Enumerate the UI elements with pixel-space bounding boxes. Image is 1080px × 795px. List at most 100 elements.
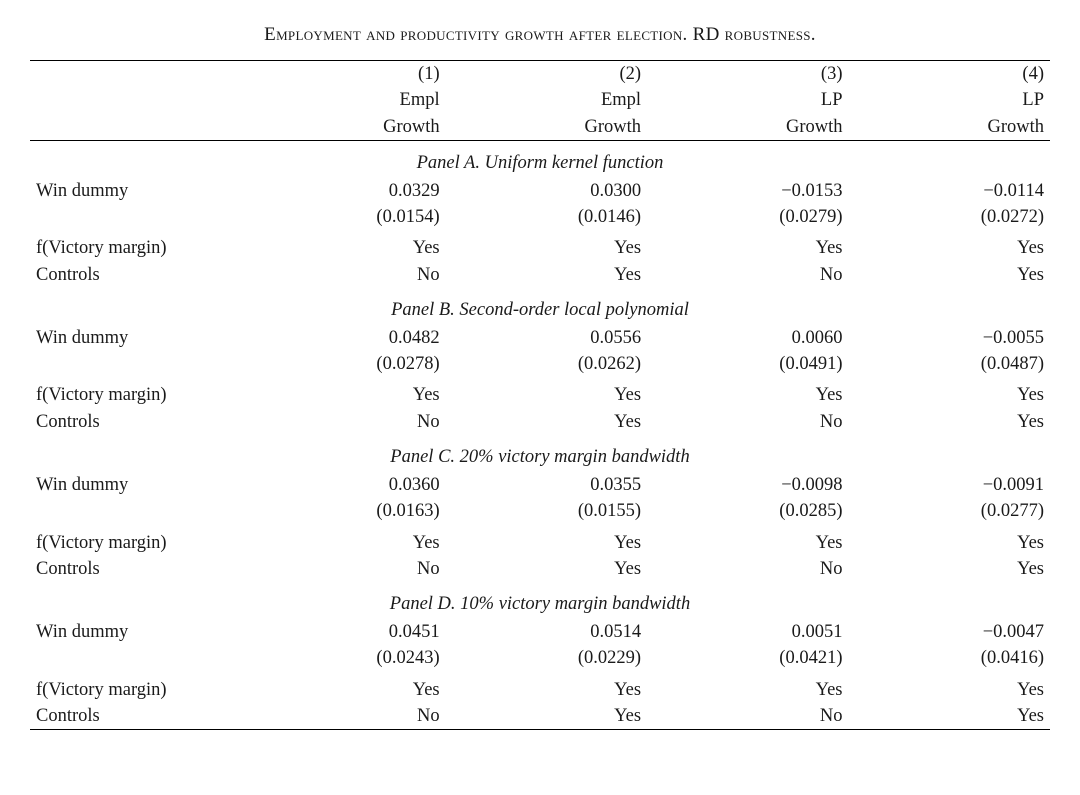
coef-cell: 0.0360 <box>244 472 445 498</box>
win-dummy-coef-row: Win dummy0.04510.05140.0051−0.0047 <box>30 619 1050 645</box>
row-label-fvm: f(Victory margin) <box>30 377 244 408</box>
coef-cell: −0.0091 <box>849 472 1051 498</box>
col-l1-3: LP <box>647 87 848 113</box>
coef-cell: −0.0153 <box>647 178 848 204</box>
col-l2-1: Growth <box>244 114 445 141</box>
row-label-controls: Controls <box>30 703 244 730</box>
controls-cell: No <box>647 556 848 582</box>
controls-cell: Yes <box>849 409 1051 435</box>
panel-title-row: Panel D. 10% victory margin bandwidth <box>30 582 1050 618</box>
col-num-3: (3) <box>647 61 848 88</box>
fvm-cell: Yes <box>244 672 445 703</box>
row-label-win-dummy: Win dummy <box>30 472 244 498</box>
coef-cell: −0.0098 <box>647 472 848 498</box>
regression-table: (1) (2) (3) (4) Empl Empl LP LP Growth G… <box>30 60 1050 730</box>
controls-row: ControlsNoYesNoYes <box>30 703 1050 730</box>
controls-cell: Yes <box>446 409 647 435</box>
fvm-cell: Yes <box>647 672 848 703</box>
controls-row: ControlsNoYesNoYes <box>30 262 1050 288</box>
se-cell: (0.0262) <box>446 351 647 377</box>
coef-cell: 0.0482 <box>244 325 445 351</box>
coef-cell: 0.0355 <box>446 472 647 498</box>
panel-title-row: Panel C. 20% victory margin bandwidth <box>30 435 1050 471</box>
se-cell: (0.0277) <box>849 498 1051 524</box>
col-l1-4: LP <box>849 87 1051 113</box>
fvm-row: f(Victory margin)YesYesYesYes <box>30 525 1050 556</box>
row-label-fvm: f(Victory margin) <box>30 525 244 556</box>
se-cell: (0.0487) <box>849 351 1051 377</box>
se-cell: (0.0279) <box>647 204 848 230</box>
coef-cell: −0.0055 <box>849 325 1051 351</box>
controls-cell: No <box>244 703 445 730</box>
se-cell: (0.0416) <box>849 645 1051 671</box>
se-cell: (0.0155) <box>446 498 647 524</box>
col-l2-2: Growth <box>446 114 647 141</box>
win-dummy-se-row: (0.0278)(0.0262)(0.0491)(0.0487) <box>30 351 1050 377</box>
col-l2-3: Growth <box>647 114 848 141</box>
panel-title-row: Panel A. Uniform kernel function <box>30 141 1050 178</box>
coef-cell: −0.0114 <box>849 178 1051 204</box>
se-cell: (0.0154) <box>244 204 445 230</box>
controls-row: ControlsNoYesNoYes <box>30 409 1050 435</box>
fvm-cell: Yes <box>849 377 1051 408</box>
fvm-cell: Yes <box>446 230 647 261</box>
coef-cell: 0.0300 <box>446 178 647 204</box>
controls-cell: Yes <box>446 556 647 582</box>
fvm-row: f(Victory margin)YesYesYesYes <box>30 230 1050 261</box>
fvm-row: f(Victory margin)YesYesYesYes <box>30 672 1050 703</box>
coef-cell: 0.0451 <box>244 619 445 645</box>
controls-cell: No <box>244 409 445 435</box>
fvm-cell: Yes <box>647 525 848 556</box>
se-cell: (0.0491) <box>647 351 848 377</box>
controls-cell: No <box>647 703 848 730</box>
header-row-line1: Empl Empl LP LP <box>30 87 1050 113</box>
table-title: Employment and productivity growth after… <box>30 24 1050 46</box>
controls-cell: Yes <box>446 703 647 730</box>
panel-title: Panel B. Second-order local polynomial <box>30 288 1050 324</box>
col-num-4: (4) <box>849 61 1051 88</box>
controls-cell: Yes <box>849 703 1051 730</box>
win-dummy-coef-row: Win dummy0.03290.0300−0.0153−0.0114 <box>30 178 1050 204</box>
win-dummy-se-row: (0.0154)(0.0146)(0.0279)(0.0272) <box>30 204 1050 230</box>
fvm-cell: Yes <box>849 672 1051 703</box>
se-cell: (0.0229) <box>446 645 647 671</box>
coef-cell: 0.0060 <box>647 325 848 351</box>
controls-cell: Yes <box>849 556 1051 582</box>
se-cell: (0.0278) <box>244 351 445 377</box>
fvm-row: f(Victory margin)YesYesYesYes <box>30 377 1050 408</box>
row-label-fvm: f(Victory margin) <box>30 230 244 261</box>
fvm-cell: Yes <box>446 672 647 703</box>
se-cell: (0.0146) <box>446 204 647 230</box>
se-cell: (0.0285) <box>647 498 848 524</box>
controls-cell: Yes <box>849 262 1051 288</box>
controls-row: ControlsNoYesNoYes <box>30 556 1050 582</box>
controls-cell: No <box>647 262 848 288</box>
col-num-1: (1) <box>244 61 445 88</box>
fvm-cell: Yes <box>244 377 445 408</box>
fvm-cell: Yes <box>244 525 445 556</box>
header-row-line2: Growth Growth Growth Growth <box>30 114 1050 141</box>
win-dummy-coef-row: Win dummy0.04820.05560.0060−0.0055 <box>30 325 1050 351</box>
row-label-win-dummy: Win dummy <box>30 619 244 645</box>
win-dummy-se-row: (0.0163)(0.0155)(0.0285)(0.0277) <box>30 498 1050 524</box>
col-l1-1: Empl <box>244 87 445 113</box>
panel-title: Panel D. 10% victory margin bandwidth <box>30 582 1050 618</box>
col-l1-2: Empl <box>446 87 647 113</box>
controls-cell: Yes <box>446 262 647 288</box>
fvm-cell: Yes <box>647 377 848 408</box>
controls-cell: No <box>244 262 445 288</box>
row-label-win-dummy: Win dummy <box>30 178 244 204</box>
fvm-cell: Yes <box>849 230 1051 261</box>
coef-cell: 0.0514 <box>446 619 647 645</box>
fvm-cell: Yes <box>244 230 445 261</box>
row-label-controls: Controls <box>30 556 244 582</box>
panel-title: Panel C. 20% victory margin bandwidth <box>30 435 1050 471</box>
row-label-fvm: f(Victory margin) <box>30 672 244 703</box>
controls-cell: No <box>244 556 445 582</box>
coef-cell: 0.0329 <box>244 178 445 204</box>
fvm-cell: Yes <box>446 377 647 408</box>
fvm-cell: Yes <box>647 230 848 261</box>
row-label-controls: Controls <box>30 409 244 435</box>
fvm-cell: Yes <box>849 525 1051 556</box>
header-row-nums: (1) (2) (3) (4) <box>30 61 1050 88</box>
